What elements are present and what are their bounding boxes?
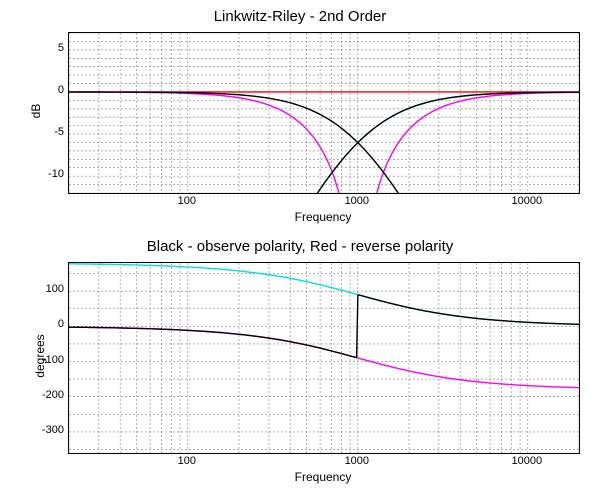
x-tick-label: 10000	[509, 455, 545, 467]
chart2-x-label: Frequency	[68, 470, 578, 484]
y-tick-label: -10	[28, 168, 64, 180]
y-tick-label: -100	[28, 354, 64, 366]
x-tick-label: 1000	[339, 195, 375, 207]
y-tick-label: 0	[28, 84, 64, 96]
y-tick-label: 100	[28, 283, 64, 295]
chart1-plot-area	[68, 32, 580, 194]
chart1-title: Linkwitz-Riley - 2nd Order	[0, 8, 600, 25]
chart1-x-label: Frequency	[68, 210, 578, 224]
x-tick-label: 10000	[509, 195, 545, 207]
y-tick-label: -200	[28, 389, 64, 401]
y-tick-label: -300	[28, 424, 64, 436]
y-tick-label: 0	[28, 318, 64, 330]
chart2-title: Black - observe polarity, Red - reverse …	[0, 238, 600, 255]
page-root: Linkwitz-Riley - 2nd Order dB Frequency …	[0, 0, 600, 500]
y-tick-label: -5	[28, 126, 64, 138]
chart2-plot-area	[68, 262, 580, 454]
chart1-y-label: dB	[29, 91, 43, 131]
y-tick-label: 5	[28, 42, 64, 54]
x-tick-label: 1000	[339, 455, 375, 467]
x-tick-label: 100	[169, 455, 205, 467]
x-tick-label: 100	[169, 195, 205, 207]
